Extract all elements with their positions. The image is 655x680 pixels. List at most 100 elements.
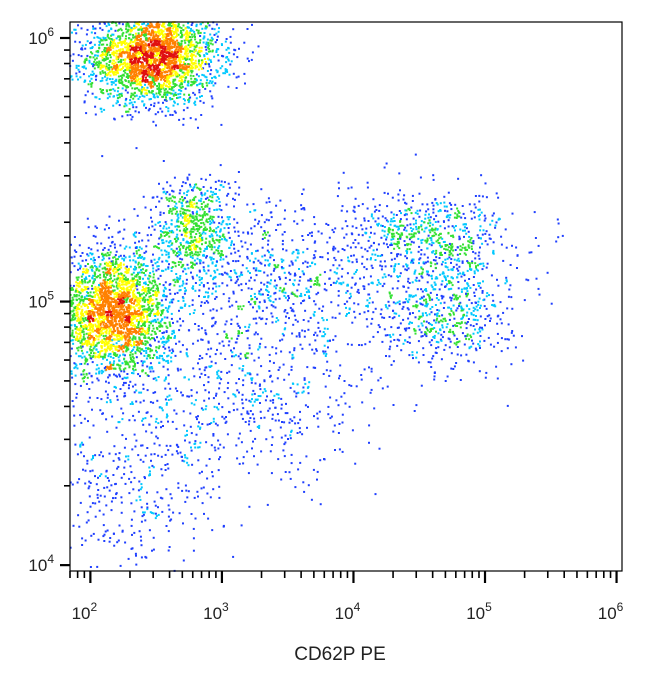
- event-dot: [103, 266, 106, 269]
- event-dot: [115, 310, 118, 313]
- event-dot: [93, 280, 95, 283]
- event-dot: [108, 37, 111, 40]
- event-dot: [182, 297, 185, 300]
- event-dot: [97, 351, 100, 353]
- event-dot: [111, 324, 114, 327]
- event-dot: [211, 97, 214, 100]
- event-dot: [164, 62, 166, 65]
- event-dot: [149, 308, 152, 311]
- event-dot: [85, 294, 88, 297]
- event-dot: [85, 328, 88, 330]
- event-dot: [124, 43, 127, 46]
- event-dot: [86, 281, 89, 284]
- event-dot: [153, 75, 156, 78]
- event-dot: [101, 282, 104, 285]
- event-dot: [114, 346, 117, 349]
- event-dot: [124, 51, 127, 54]
- event-dot: [107, 248, 110, 251]
- event-dot: [133, 27, 136, 30]
- event-dot: [170, 45, 173, 48]
- event-dot: [174, 72, 177, 75]
- event-dot: [179, 44, 182, 47]
- event-dot: [132, 414, 135, 417]
- event-dot: [84, 288, 87, 291]
- event-dot: [166, 29, 169, 32]
- event-dot: [128, 108, 131, 111]
- event-dot: [201, 60, 204, 63]
- event-dot: [105, 261, 108, 264]
- event-dot: [103, 300, 106, 303]
- event-dot: [185, 37, 188, 40]
- event-dot: [146, 73, 149, 76]
- event-dot: [146, 39, 149, 42]
- event-dot: [180, 55, 183, 58]
- event-dot: [178, 285, 181, 288]
- event-dot: [194, 103, 197, 106]
- event-dot: [151, 31, 154, 34]
- event-dot: [177, 64, 180, 67]
- event-dot: [142, 88, 145, 91]
- event-dot: [78, 308, 81, 311]
- event-dot: [96, 36, 99, 39]
- event-dot: [75, 396, 78, 399]
- event-dot: [150, 91, 153, 94]
- event-dot: [132, 357, 135, 360]
- event-dot: [104, 287, 107, 290]
- event-dot: [84, 357, 87, 360]
- event-dot: [147, 70, 150, 73]
- event-dot: [109, 44, 112, 47]
- event-dot: [161, 312, 164, 315]
- event-dot: [123, 344, 126, 347]
- event-dot: [110, 347, 113, 350]
- event-dot: [102, 340, 104, 343]
- event-dot: [107, 355, 110, 358]
- event-dot: [151, 76, 154, 79]
- event-dot: [171, 59, 174, 62]
- event-dot: [132, 313, 134, 316]
- event-dot: [161, 51, 164, 54]
- event-dot: [143, 272, 145, 274]
- event-dot: [181, 80, 184, 83]
- event-dot: [142, 277, 144, 280]
- event-dot: [136, 315, 139, 317]
- event-dot: [95, 265, 98, 268]
- event-dot: [227, 58, 230, 61]
- event-dot: [119, 308, 122, 311]
- event-dot: [133, 293, 136, 296]
- event-dot: [174, 51, 177, 54]
- event-dot: [83, 369, 86, 372]
- event-dot: [148, 43, 151, 46]
- event-dot: [132, 324, 134, 327]
- event-dot: [145, 311, 148, 314]
- event-dot: [126, 335, 129, 338]
- event-dot: [119, 286, 122, 289]
- event-dot: [156, 308, 159, 311]
- event-dot: [148, 107, 151, 110]
- event-dot: [118, 338, 121, 341]
- event-dot: [161, 47, 164, 50]
- event-dot: [87, 340, 90, 343]
- event-dot: [137, 349, 140, 352]
- event-dot: [81, 338, 84, 341]
- event-dot: [189, 74, 192, 77]
- event-dot: [148, 72, 151, 75]
- event-dot: [109, 401, 112, 404]
- event-dot: [127, 268, 130, 270]
- event-dot: [136, 44, 139, 47]
- event-dot: [164, 295, 167, 298]
- event-dot: [162, 25, 165, 28]
- event-dot: [169, 63, 172, 66]
- event-dot: [156, 26, 159, 29]
- event-dot: [108, 264, 111, 267]
- event-dot: [129, 96, 132, 99]
- event-dot: [132, 54, 135, 57]
- event-dot: [107, 316, 109, 318]
- event-dot: [138, 246, 141, 249]
- event-dot: [177, 52, 180, 55]
- event-dot: [130, 54, 133, 57]
- event-dot: [108, 89, 111, 92]
- event-dot: [88, 396, 91, 399]
- event-dot: [140, 61, 143, 64]
- event-dot: [94, 54, 97, 57]
- event-dot: [132, 60, 135, 63]
